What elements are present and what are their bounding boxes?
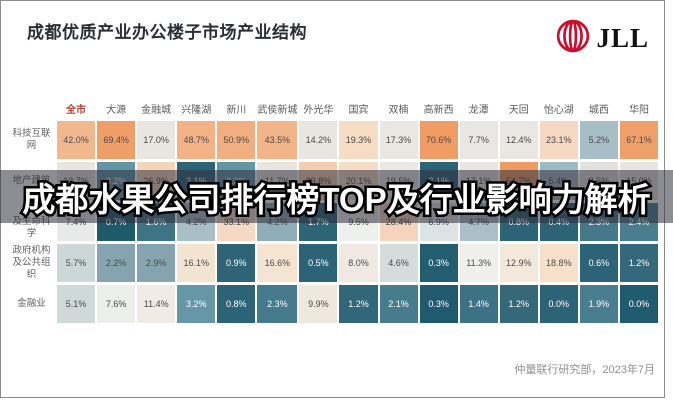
heatmap-cell: 0.9% bbox=[217, 244, 256, 282]
heatmap-cell: 17.0% bbox=[137, 121, 176, 159]
heatmap-cell: 4.6% bbox=[379, 244, 418, 282]
row-label: 金融业 bbox=[17, 298, 46, 310]
column-header: 兴隆湖 bbox=[181, 105, 212, 116]
logo-text: JLL bbox=[596, 23, 649, 53]
heatmap-cell: 1.2% bbox=[499, 285, 538, 323]
heatmap-cell: 16.1% bbox=[177, 244, 216, 282]
heatmap-cell: 70.6% bbox=[419, 121, 458, 159]
heatmap-cell: 5.2% bbox=[579, 121, 618, 159]
heatmap-cell: 2.2% bbox=[97, 244, 136, 282]
heatmap-cell: 8.0% bbox=[339, 244, 378, 282]
heatmap-cell: 48.7% bbox=[177, 121, 216, 159]
column-header: 双楠 bbox=[388, 105, 409, 116]
row-label: 科技互联网 bbox=[12, 128, 51, 151]
page-title: 成都优质产业办公楼子市场产业结构 bbox=[27, 23, 307, 42]
heatmap-cell: 1.9% bbox=[579, 285, 618, 323]
heatmap-cell: 9.9% bbox=[299, 285, 338, 323]
column-header: 外光华 bbox=[303, 105, 334, 116]
heatmap-cell: 2.1% bbox=[379, 285, 418, 323]
heatmap-cell: 5.7% bbox=[57, 244, 96, 282]
heatmap-cell: 1.2% bbox=[619, 244, 658, 282]
heatmap-cell: 16.6% bbox=[257, 244, 298, 282]
jll-rings-icon bbox=[555, 18, 591, 59]
heatmap-cell: 14.2% bbox=[299, 121, 338, 159]
heatmap-cell: 2.9% bbox=[137, 244, 176, 282]
column-header: 全市 bbox=[66, 105, 87, 116]
heatmap-cell: 2.3% bbox=[257, 285, 298, 323]
heatmap-cell: 7.6% bbox=[97, 285, 136, 323]
heatmap-cell: 0.0% bbox=[539, 285, 578, 323]
heatmap-cell: 3.2% bbox=[177, 285, 216, 323]
heatmap-cell: 11.4% bbox=[137, 285, 176, 323]
heatmap-cell: 12.4% bbox=[499, 121, 538, 159]
overlay-banner: 成都水果公司排行榜TOP及行业影响力解析 bbox=[0, 170, 673, 223]
heatmap-cell: 19.3% bbox=[339, 121, 378, 159]
heatmap-cell: 18.8% bbox=[539, 244, 578, 282]
heatmap-cell: 0.3% bbox=[419, 244, 458, 282]
heatmap-cell: 23.1% bbox=[539, 121, 578, 159]
column-header: 金融城 bbox=[141, 105, 172, 116]
heatmap-cell: 1.2% bbox=[339, 285, 378, 323]
heatmap-cell: 69.4% bbox=[97, 121, 136, 159]
overlay-title: 成都水果公司排行榜TOP及行业影响力解析 bbox=[20, 178, 653, 220]
column-header: 武侯新城 bbox=[257, 105, 298, 116]
column-header: 城西 bbox=[588, 105, 609, 116]
heatmap-cell: 50.9% bbox=[217, 121, 256, 159]
heatmap-cell: 0.5% bbox=[299, 244, 338, 282]
heatmap-cell: 42.0% bbox=[57, 121, 96, 159]
report-credit: 仲量联行研究部，2023年7月 bbox=[514, 364, 655, 376]
column-header: 龙潭 bbox=[468, 105, 489, 116]
heatmap-cell: 0.8% bbox=[217, 285, 256, 323]
column-header: 天回 bbox=[508, 105, 529, 116]
heatmap-cell: 0.6% bbox=[579, 244, 618, 282]
heatmap-cell: 1.4% bbox=[459, 285, 498, 323]
heatmap-cell: 43.5% bbox=[257, 121, 298, 159]
heatmap-cell: 5.1% bbox=[57, 285, 96, 323]
row-label: 政府机构 及公共组织 bbox=[12, 245, 51, 280]
jll-logo: JLL bbox=[555, 18, 649, 59]
column-header: 高新西 bbox=[423, 105, 454, 116]
heatmap-cell: 12.9% bbox=[499, 244, 538, 282]
heatmap-cell: 11.3% bbox=[459, 244, 498, 282]
column-header: 国宾 bbox=[348, 105, 369, 116]
table-corner bbox=[8, 102, 55, 118]
heatmap-cell: 17.3% bbox=[379, 121, 418, 159]
heatmap-cell: 7.7% bbox=[459, 121, 498, 159]
heatmap-cell: 0.0% bbox=[619, 285, 658, 323]
heatmap-cell: 0.3% bbox=[419, 285, 458, 323]
column-header: 大源 bbox=[106, 105, 127, 116]
column-header: 华阳 bbox=[628, 105, 649, 116]
column-header: 新川 bbox=[226, 105, 247, 116]
column-header: 怡心湖 bbox=[543, 105, 574, 116]
heatmap-cell: 67.1% bbox=[619, 121, 658, 159]
